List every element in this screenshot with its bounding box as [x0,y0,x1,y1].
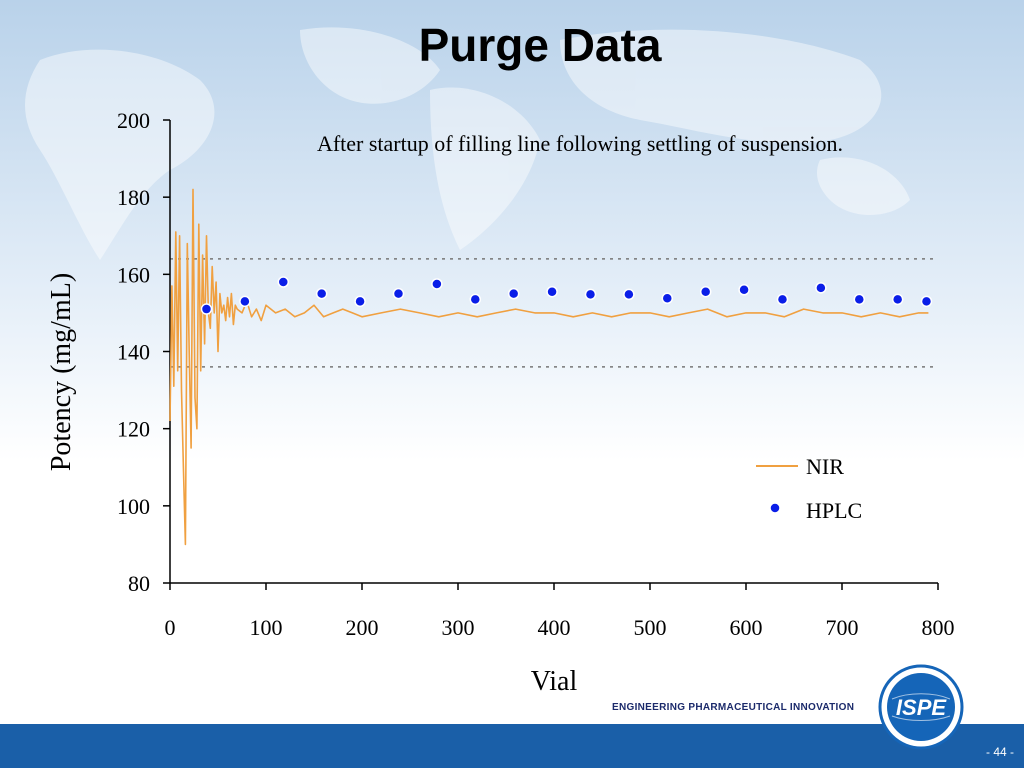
hplc-point [891,293,904,306]
x-tick-label: 800 [922,615,955,640]
nir-line [169,188,929,546]
x-axis-label: Vial [531,666,578,697]
hplc-point [546,285,558,298]
chart-legend: NIR HPLC [756,454,862,523]
hplc-point [507,287,520,300]
nir-series [169,188,929,546]
x-tick-label: 600 [730,615,763,640]
legend-hplc-marker [769,502,781,514]
y-tick-label: 160 [117,262,150,287]
y-axis-label: Potency (mg/mL) [46,273,77,471]
hplc-point [200,303,213,315]
hplc-point [584,288,597,301]
hplc-point [661,292,674,305]
hplc-point [392,287,405,300]
legend-nir-label: NIR [806,454,844,479]
y-tick-label: 100 [117,494,150,519]
slide-title: Purge Data [418,19,662,71]
legend-hplc-label: HPLC [806,498,862,523]
x-tick-label: 200 [346,615,379,640]
hplc-point [699,285,712,298]
hplc-point [853,293,866,306]
x-tick-label: 300 [442,615,475,640]
hplc-point [815,282,827,294]
hplc-point [738,284,750,296]
ispe-tagline: ENGINEERING PHARMACEUTICAL INNOVATION [612,702,855,713]
hplc-point [315,287,328,300]
bottom-bar [0,724,1024,768]
hplc-point [277,276,290,288]
hplc-point [920,295,933,308]
hplc-point [623,288,635,301]
y-tick-label: 200 [117,108,150,133]
chart-annotation: After startup of filling line following … [317,131,843,156]
world-map-decoration [25,27,910,260]
x-tick-label: 400 [538,615,571,640]
page-number: - 44 - [985,745,1014,759]
hplc-point [469,293,482,306]
hplc-point [354,295,366,308]
hplc-point [239,295,251,308]
svg-text:ISPE: ISPE [896,695,947,720]
chart-axes: 80 100 120 140 160 180 200 0 100 200 300 400 500 600 7… [117,108,955,640]
x-tick-label: 100 [250,615,283,640]
hplc-point [431,278,443,290]
x-tick-label: 700 [826,615,859,640]
hplc-series [200,276,933,315]
y-tick-label: 180 [117,185,150,210]
hplc-point [776,293,789,306]
x-tick-label: 0 [165,615,176,640]
y-tick-label: 80 [128,571,150,596]
y-tick-label: 120 [117,417,150,442]
y-tick-label: 140 [117,340,150,365]
ispe-logo: ISPE [878,664,964,750]
x-tick-label: 500 [634,615,667,640]
limit-lines [170,258,938,368]
